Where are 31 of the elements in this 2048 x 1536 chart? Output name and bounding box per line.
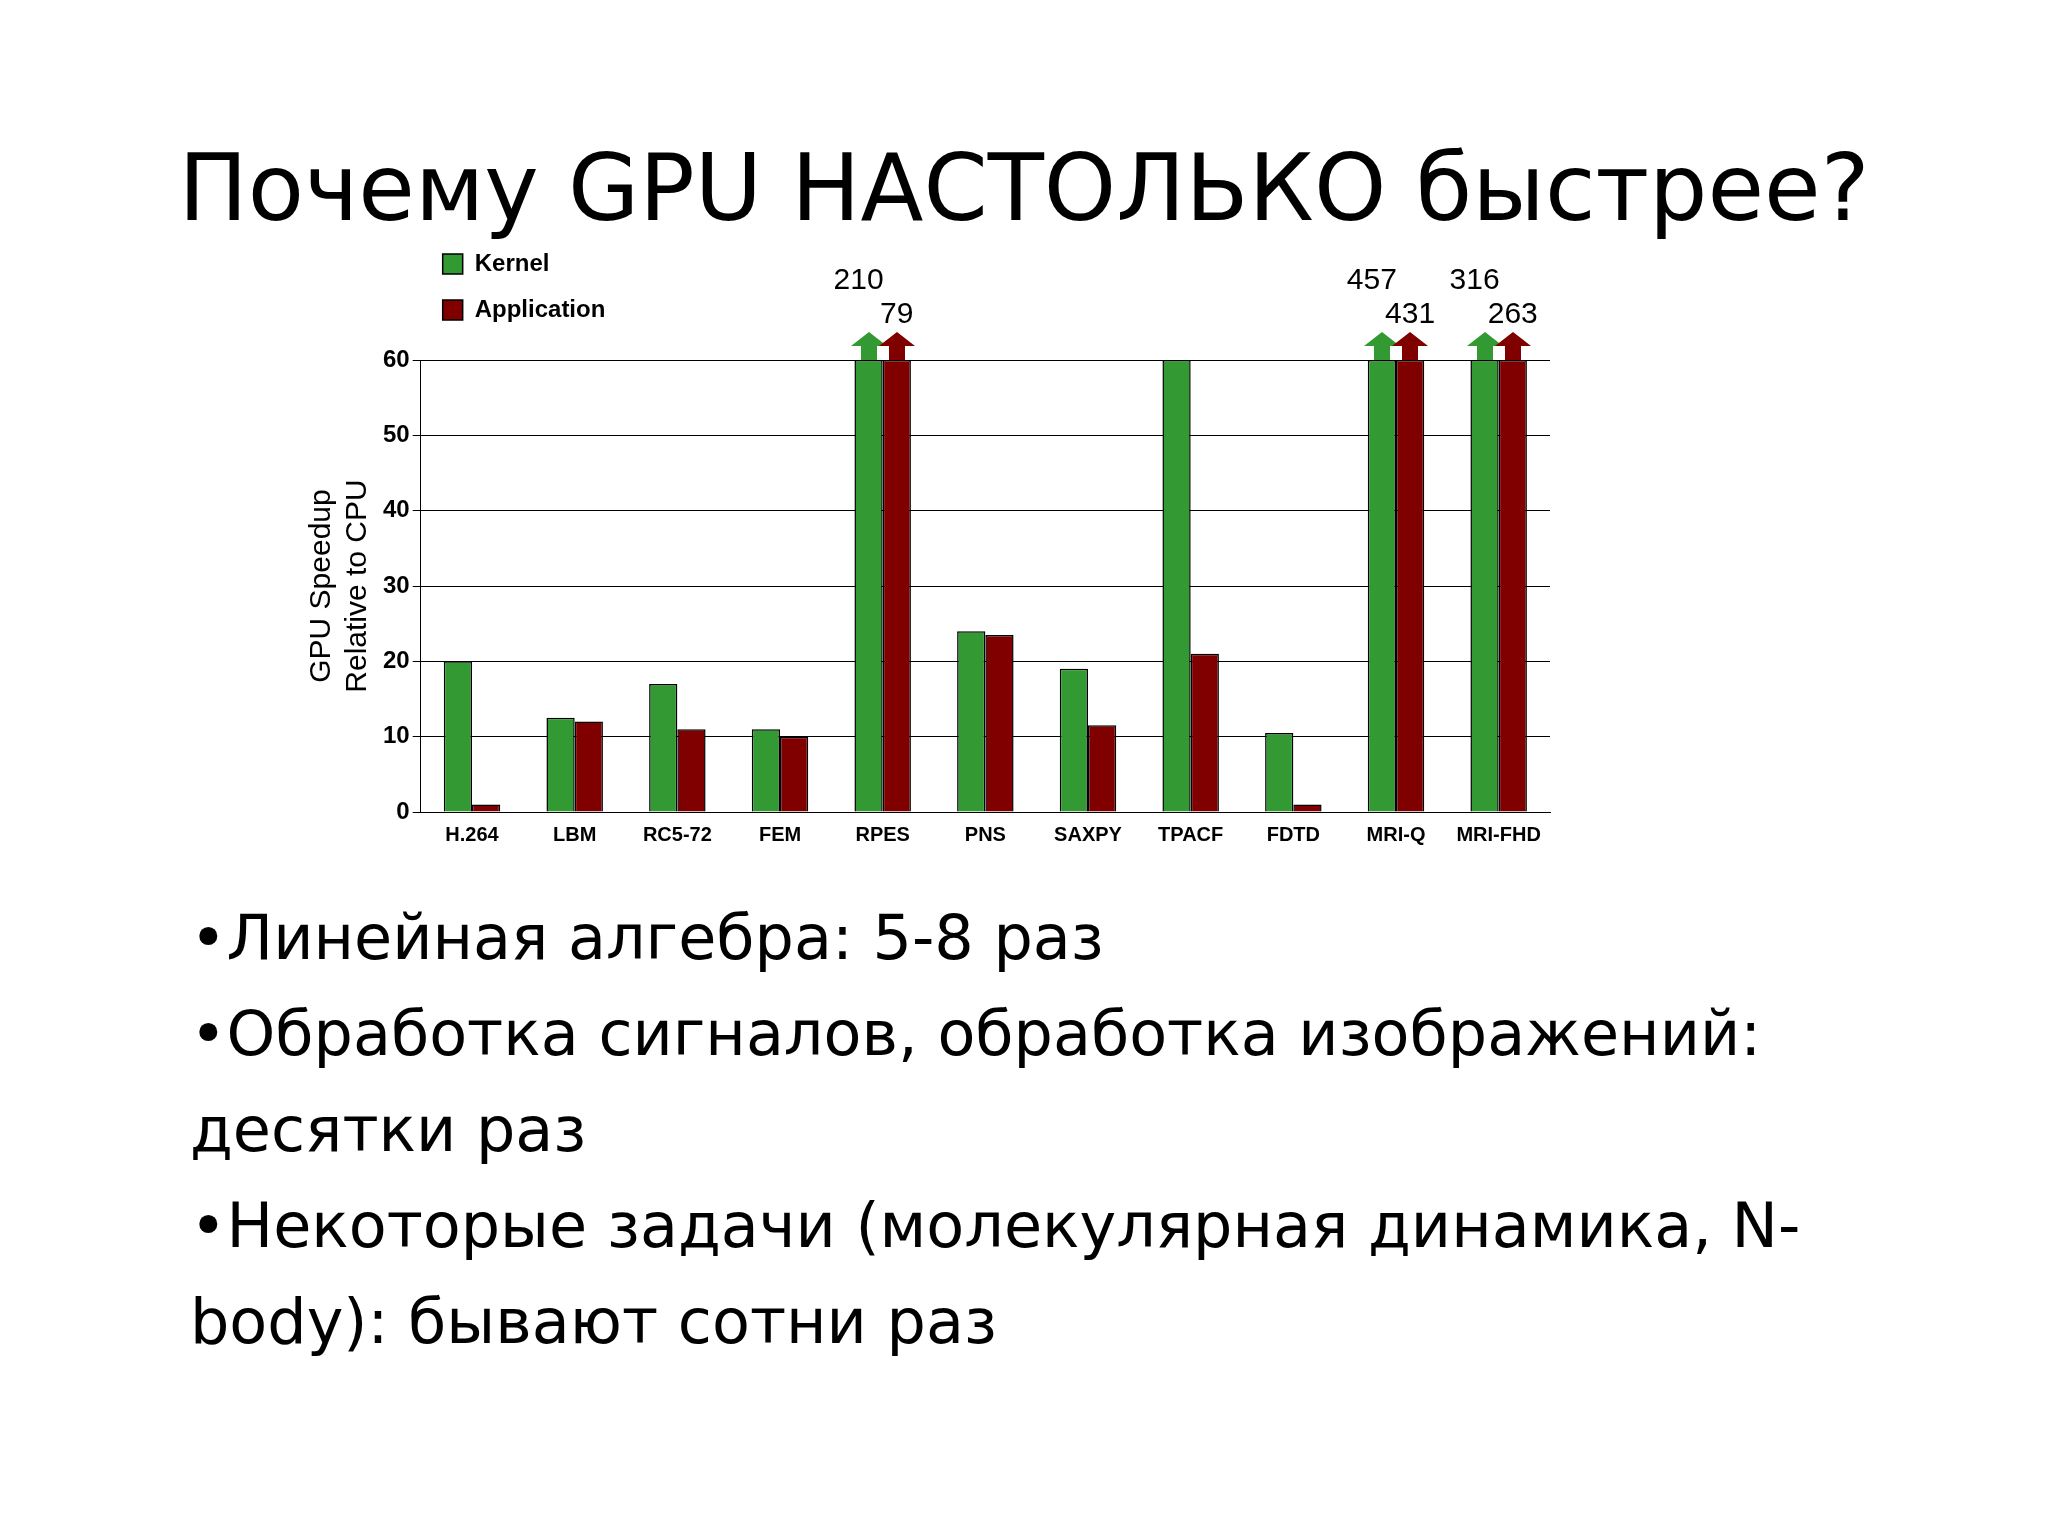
x-tick-label: FEM (758, 822, 802, 845)
x-tick-label: LBM (553, 822, 597, 845)
legend-label: Application (474, 294, 606, 322)
x-tick-label: SAXPY (1054, 822, 1123, 845)
y-tick-label: 10 (382, 721, 410, 749)
x-tick-label: MRI-FHD (1456, 822, 1541, 845)
annotation: 210 (833, 262, 884, 296)
y-tick-label: 40 (382, 495, 410, 523)
y-tick-label: 0 (396, 796, 410, 824)
y-tick-label: 20 (382, 645, 410, 673)
annotation: 457 (1346, 262, 1397, 296)
annotation: 263 (1487, 296, 1538, 330)
text: •Обработка сигналов, обработка изображений: десятки раз (190, 996, 1763, 1168)
chart-title: Почему GPU НАСТОЛЬКО быстрее? (177, 135, 1871, 242)
y-tick-label: 60 (382, 344, 410, 372)
y-tick-label: 50 (382, 419, 410, 447)
annotation: 316 (1449, 262, 1500, 296)
y-axis-title: GPU Speedup Relative to CPU (303, 479, 373, 693)
x-tick-label: TPACF (1158, 822, 1224, 845)
x-tick-label: MRI-Q (1366, 822, 1426, 845)
annotation: 79 (880, 296, 914, 330)
x-tick-label: PNS (964, 822, 1006, 845)
x-tick-label: RPES (855, 822, 910, 845)
x-tick-label: RC5-72 (642, 822, 712, 845)
text: •Некоторые задачи (молекулярная динамика, N-body): бывают сотни раз (190, 1188, 1802, 1360)
y-tick-label: 30 (382, 570, 410, 598)
annotation: 431 (1385, 296, 1436, 330)
text: •Линейная алгебра: 5-8 раз (190, 900, 1105, 976)
legend-label: Kernel (474, 248, 550, 276)
x-tick-label: H.264 (445, 822, 500, 845)
x-tick-label: FDTD (1266, 822, 1320, 845)
